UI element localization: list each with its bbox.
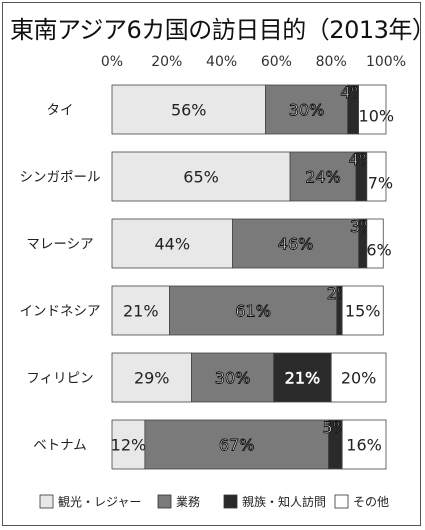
legend-label: 親族・知人訪問	[242, 494, 326, 509]
bar-segment	[273, 352, 332, 403]
legend-label: 業務	[176, 495, 200, 509]
bar-segment	[366, 151, 387, 202]
data-label: 6%	[366, 241, 391, 260]
x-tick-label: 0%	[101, 54, 123, 70]
category-label: マレーシア	[26, 237, 93, 253]
bar-segment	[366, 218, 384, 269]
data-label: 46%	[278, 235, 314, 254]
bars: 56% 30%4%10%65% 24%4%7%44% 46%3%6%21% 61%2%1…	[111, 83, 395, 470]
bar-segment	[330, 352, 387, 403]
x-tick-label: 40%	[206, 54, 237, 70]
x-axis-ticks: 0% 20% 40% 60% 80% 100%	[101, 54, 406, 70]
data-label: 7%	[368, 174, 393, 193]
bar-segment	[341, 285, 384, 336]
data-label: 67%	[219, 436, 255, 455]
bar-segment	[232, 218, 359, 269]
data-label: 30%	[215, 369, 251, 388]
bar-segment	[111, 419, 146, 470]
data-label: 21%	[123, 302, 159, 321]
x-tick-label: 60%	[261, 54, 292, 70]
data-label: 21%	[285, 369, 321, 388]
data-label: 65%	[183, 168, 219, 187]
legend: 観光・レジャー 業務 親族・知人訪問 その他	[39, 494, 389, 509]
legend-swatch	[223, 494, 238, 509]
data-label: 61%	[235, 302, 271, 321]
category-label: タイ	[47, 103, 74, 119]
data-label: 24%	[305, 168, 341, 187]
data-label: 20%	[341, 369, 377, 388]
legend-swatch	[39, 494, 54, 509]
data-label: 12%	[111, 436, 147, 455]
x-tick-label: 100%	[366, 54, 406, 70]
data-label: 10%	[359, 107, 395, 126]
data-label: 15%	[345, 302, 381, 321]
legend-swatch	[157, 494, 172, 509]
legend-label: その他	[353, 495, 389, 509]
bar-segment	[265, 84, 349, 135]
category-label: インドネシア	[20, 304, 101, 320]
data-label: 16%	[346, 436, 382, 455]
bar-segment	[169, 285, 338, 336]
data-label: 30%	[289, 101, 325, 120]
legend-label: 観光・レジャー	[58, 495, 141, 509]
legend-swatch	[334, 494, 349, 509]
x-tick-label: 20%	[151, 54, 182, 70]
bar-segment	[191, 352, 275, 403]
chart-title: 東南アジア6カ国の訪日目的（2013年）	[10, 16, 425, 44]
bar-segment	[341, 419, 387, 470]
data-label: 29%	[134, 369, 170, 388]
bar-segment	[358, 84, 387, 135]
category-label: フィリピン	[26, 371, 93, 387]
bar-segment	[144, 419, 329, 470]
bar-segment	[111, 84, 266, 135]
bar-segment	[111, 352, 192, 403]
x-tick-label: 80%	[316, 54, 347, 70]
category-label: シンガポール	[20, 170, 101, 186]
bar-segment	[111, 285, 170, 336]
data-label: 44%	[154, 235, 190, 254]
category-label: ベトナム	[33, 438, 87, 454]
bar-segment	[289, 151, 357, 202]
bar-segment	[111, 218, 233, 269]
data-label: 56%	[171, 101, 207, 120]
